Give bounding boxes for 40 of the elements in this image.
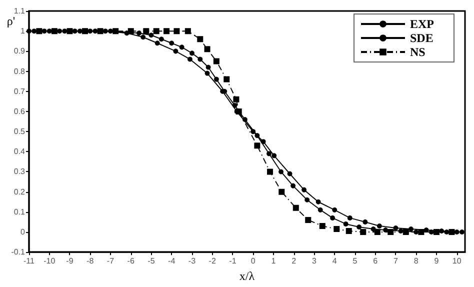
x-tick-label: -10	[44, 256, 56, 266]
y-tick-label: 1	[20, 26, 26, 36]
y-tick-label: 0.1	[14, 207, 26, 216]
legend-label: NS	[410, 45, 426, 59]
x-tick-label: -8	[86, 256, 94, 266]
x-tick-label: 10	[452, 256, 462, 266]
x-tick-label: 9	[434, 256, 440, 266]
x-tick-label: -1	[229, 256, 237, 266]
x-tick-label: -4	[168, 256, 176, 266]
legend-label: EXP	[410, 17, 434, 31]
x-tick-label: 1	[271, 256, 276, 266]
x-tick-label: 8	[414, 256, 419, 266]
y-tick-label: 0	[20, 228, 26, 237]
x-tick-label: -7	[106, 256, 115, 266]
x-axis-title: x/λ	[239, 269, 255, 283]
x-tick-label: 0	[250, 256, 256, 266]
y-axis-title: ρ'	[6, 14, 15, 28]
x-tick-label: 2	[292, 256, 297, 266]
y-tick-label: 0.5	[14, 127, 26, 136]
y-tick-label: 0.2	[14, 187, 26, 196]
x-tick-label: -9	[66, 256, 74, 266]
x-tick-label: -6	[127, 256, 135, 266]
x-tick-label: 7	[394, 256, 398, 266]
x-tick-label: 4	[332, 256, 338, 266]
y-tick-label: 1.1	[14, 6, 26, 16]
x-tick-label: -2	[208, 256, 216, 266]
y-tick-label: 0.3	[14, 167, 26, 176]
x-tick-label: 3	[312, 256, 318, 266]
x-tick-label: -5	[148, 256, 156, 266]
x-tick-label: -3	[188, 256, 196, 266]
y-tick-label: 0.6	[14, 106, 26, 116]
legend-label: SDE	[410, 31, 434, 45]
y-tick-label: -0.1	[11, 248, 26, 257]
x-tick-label: 6	[373, 256, 378, 266]
x-tick-label: 5	[352, 256, 358, 266]
y-tick-label: 0.8	[14, 66, 26, 76]
y-tick-label: 0.4	[14, 147, 26, 156]
y-tick-label: 0.7	[14, 86, 26, 96]
x-tick-label: -11	[24, 256, 36, 266]
y-tick-label: 0.9	[14, 46, 26, 56]
